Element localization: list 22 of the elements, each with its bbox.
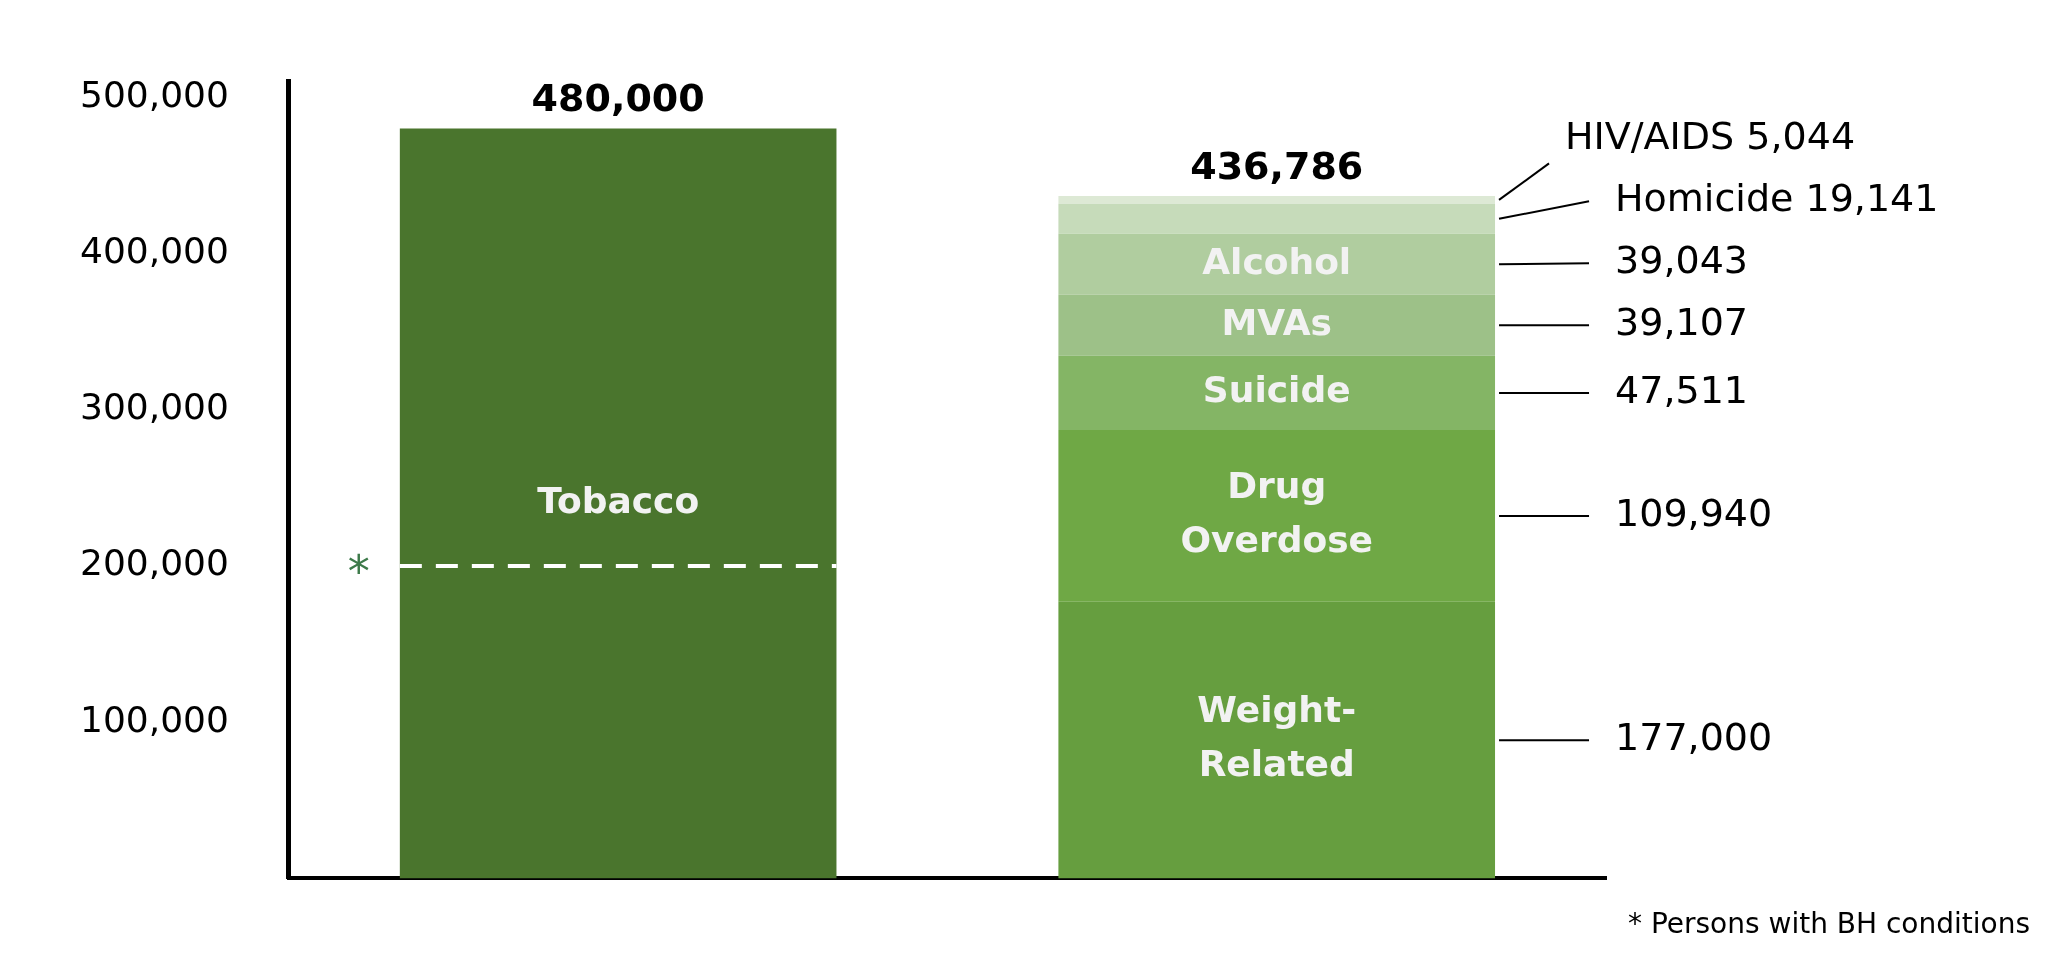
series-label: Tobacco (537, 479, 700, 521)
y-tick-label: 200,000 (79, 542, 229, 584)
total-label: 436,786 (1190, 143, 1364, 188)
y-tick-label: 500,000 (79, 73, 229, 115)
series-label: Suicide (1202, 369, 1351, 411)
ref-line-label: * (347, 546, 370, 598)
series-label: MVAs (1221, 301, 1332, 343)
data-label: 39,107 (1615, 300, 1748, 345)
text: Homicide 19,141 (1615, 176, 1939, 221)
series-label: Weight-Related (1197, 689, 1357, 785)
y-tick-label: 400,000 (79, 229, 229, 271)
data-label: 47,511 (1615, 367, 1748, 412)
text: * Persons with BH conditions (1628, 907, 2030, 941)
series-label: Alcohol (1202, 240, 1352, 282)
y-tick-label: 100,000 (79, 698, 229, 740)
data-label: 177,000 (1615, 715, 1773, 760)
text: HIV/AIDS 5,044 (1565, 114, 1856, 159)
total-label: 480,000 (531, 76, 705, 121)
y-tick-label: 300,000 (79, 386, 229, 428)
series-label: Drug Overdose (1180, 465, 1374, 561)
data-label: 39,043 (1615, 238, 1748, 283)
data-label: 109,940 (1615, 490, 1773, 535)
